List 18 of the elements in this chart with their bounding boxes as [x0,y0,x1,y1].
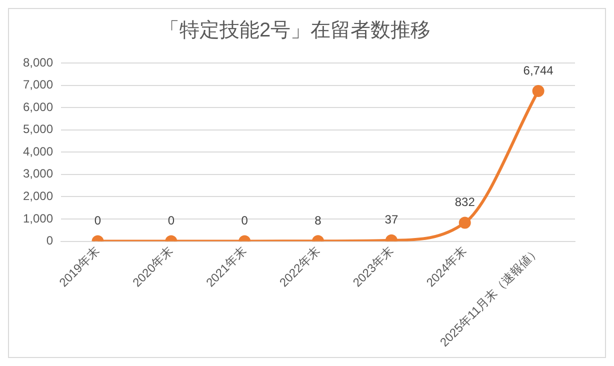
point [532,84,544,97]
data-label: 0 [241,214,248,228]
y-tick-label: 3,000 [23,166,54,181]
y-tick-label: 6,000 [23,100,54,114]
data-label: 37 [384,212,398,227]
y-tick-label: 7,000 [23,78,54,92]
y-tick-label: 5,000 [23,122,54,136]
y-tick-label: 4,000 [23,144,54,158]
y-tick-label: 8,000 [23,55,54,70]
y-tick-label: 1,000 [23,211,54,226]
chart-title: 「特定技能2号」在留者数推移 [159,20,431,42]
data-label: 0 [94,214,102,228]
y-tick-label: 2,000 [23,189,54,203]
data-label: 832 [454,195,476,210]
y-tick-label: 0 [46,234,54,248]
data-label: 6,744 [523,63,554,78]
data-label: 8 [314,213,322,228]
data-label: 0 [168,214,175,228]
